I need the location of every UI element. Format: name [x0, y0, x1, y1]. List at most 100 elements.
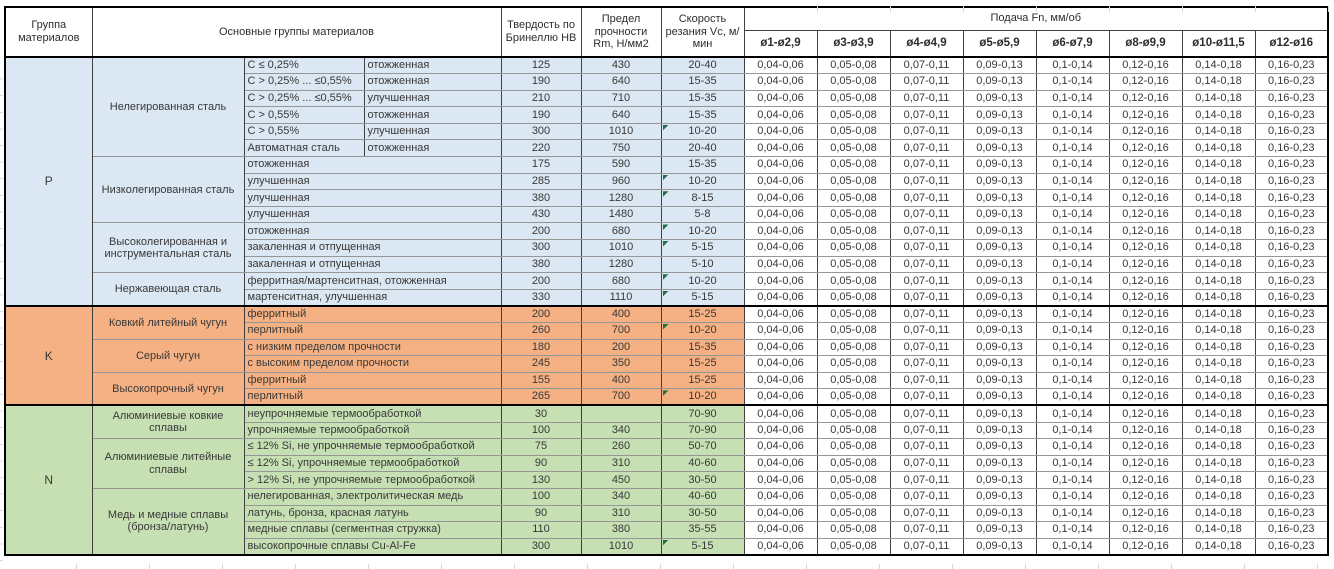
feed-cell: 0,1-0,14	[1035, 205, 1110, 224]
machining-feed-table: Группа материалов Основные группы матери…	[4, 6, 1330, 556]
feed-cell: 0,07-0,11	[889, 189, 964, 207]
feed-cell: 0,1-0,14	[1035, 388, 1110, 406]
hardness-cell: 75	[500, 438, 582, 456]
feed-cell: 0,12-0,16	[1108, 471, 1183, 489]
feed-cell: 0,16-0,23	[1254, 288, 1329, 307]
hardness-cell: 210	[500, 89, 582, 108]
feed-cell: 0,1-0,14	[1035, 438, 1110, 456]
cutting-speed-cell: 70-90	[660, 404, 745, 423]
feed-cell: 0,1-0,14	[1035, 272, 1110, 290]
feed-cell: 0,14-0,18	[1181, 288, 1256, 307]
material-row: Высокопрочный чугун ферритный 155 400 15-25 0…	[5, 371, 1329, 406]
feed-cell: 0,09-0,13	[962, 272, 1037, 290]
feed-cell: 0,05-0,08	[816, 139, 891, 158]
cutting-speed-cell: 20-40	[660, 139, 745, 158]
material-row: улучшенная 430 1480 5-8 0,04-0,06 0,05-0,08 0,…	[5, 205, 1329, 224]
feed-cell: 0,05-0,08	[816, 487, 891, 506]
feed-cell: 0,05-0,08	[816, 454, 891, 473]
feed-cell: 0,12-0,16	[1108, 106, 1183, 124]
strength-cell: 1480	[580, 205, 662, 224]
material-desc-cell: отожженная	[243, 156, 502, 174]
cutting-speed-cell: 70-90	[660, 421, 745, 440]
material-row: ≤ 12% Si, упрочняемые термообработкой 90 3…	[5, 454, 1329, 473]
feed-cell: 0,14-0,18	[1181, 537, 1256, 556]
cell-error-marker-icon	[662, 274, 669, 281]
feed-cell: 0,16-0,23	[1254, 304, 1329, 323]
strength-cell: 750	[580, 139, 662, 158]
feed-cell: 0,04-0,06	[743, 255, 818, 274]
feed-cell: 0,07-0,11	[889, 371, 964, 390]
feed-cell: 0,09-0,13	[962, 56, 1037, 75]
feed-cell: 0,09-0,13	[962, 322, 1037, 340]
feed-cell: 0,16-0,23	[1254, 388, 1329, 406]
feed-cell: 0,16-0,23	[1254, 537, 1329, 556]
feed-cell: 0,04-0,06	[743, 504, 818, 523]
sheet-gridlines-top	[745, 6, 1330, 12]
feed-cell: 0,05-0,08	[816, 537, 891, 556]
material-desc-cell: > 12% Si, не упрочняемые термообработкой	[243, 471, 502, 489]
family-name-cell: Алюминиевые литейные сплавы	[91, 438, 245, 489]
feed-cell: 0,1-0,14	[1035, 139, 1110, 158]
strength-cell: 590	[580, 156, 662, 174]
cutting-speed-cell: 5-10	[660, 255, 745, 274]
feed-cell: 0,04-0,06	[743, 487, 818, 506]
feed-cell: 0,14-0,18	[1181, 172, 1256, 191]
cell-error-marker-icon	[662, 324, 669, 330]
feed-cell: 0,07-0,11	[889, 421, 964, 440]
feed-cell: 0,1-0,14	[1035, 521, 1110, 539]
feed-cell: 0,05-0,08	[816, 421, 891, 440]
material-desc-cell: перлитный	[243, 322, 502, 340]
feed-cell: 0,04-0,06	[743, 421, 818, 440]
cell-error-marker-icon	[662, 290, 669, 297]
family-name-cell: Нержавеющая сталь	[91, 272, 245, 307]
cutting-speed-cell: 15-35	[660, 89, 745, 108]
feed-cell: 0,1-0,14	[1035, 239, 1110, 257]
feed-cell: 0,1-0,14	[1035, 404, 1110, 423]
feed-cell: 0,05-0,08	[816, 388, 891, 406]
family-name-cell: Нелегированная сталь	[91, 56, 245, 158]
cutting-speed-cell: 15-25	[660, 355, 745, 373]
table-header: Группа материалов Основные группы матери…	[4, 6, 1329, 58]
feed-cell: 0,09-0,13	[962, 471, 1037, 489]
cutting-speed-cell: 20-40	[660, 56, 745, 75]
cutting-speed-cell: 10-20	[660, 272, 745, 290]
material-desc-cell: улучшенная	[243, 172, 502, 191]
strength-cell: 400	[580, 371, 662, 390]
feed-cell: 0,12-0,16	[1108, 487, 1183, 506]
feed-cell: 0,07-0,11	[889, 56, 964, 75]
feed-cell: 0,05-0,08	[816, 106, 891, 124]
material-row: закаленная и отпущенная 300 1010 5-15 0,04-0…	[5, 239, 1329, 257]
cutting-speed-cell: 5-15	[660, 288, 745, 307]
feed-diameter-header: ø10-ø11,5	[1181, 29, 1256, 58]
cutting-speed-cell: 30-50	[660, 504, 745, 523]
feed-diameter-header: ø4-ø4,9	[889, 29, 964, 58]
material-desc-cell: ферритный	[243, 371, 502, 390]
feed-cell: 0,07-0,11	[889, 272, 964, 290]
feed-cell: 0,07-0,11	[889, 322, 964, 340]
cutting-speed-cell: 15-35	[660, 106, 745, 124]
feed-cell: 0,04-0,06	[743, 189, 818, 207]
material-desc-cell: ≤ 12% Si, не упрочняемые термообработкой	[243, 438, 502, 456]
group-code-cell: P	[4, 56, 93, 307]
strength-cell: 960	[580, 172, 662, 191]
feed-cell: 0,05-0,08	[816, 255, 891, 274]
hardness-cell: 190	[500, 73, 582, 91]
feed-cell: 0,12-0,16	[1108, 304, 1183, 323]
feed-cell: 0,05-0,08	[816, 521, 891, 539]
feed-cell: 0,09-0,13	[962, 122, 1037, 141]
feed-cell: 0,12-0,16	[1108, 537, 1183, 556]
material-desc-cell: с высоким пределом прочности	[243, 355, 502, 373]
material-desc-cell: нелегированная, электролитическая медь	[243, 487, 502, 506]
feed-cell: 0,07-0,11	[889, 388, 964, 406]
feed-cell: 0,04-0,06	[743, 388, 818, 406]
hardness-cell: 200	[500, 304, 582, 323]
feed-cell: 0,1-0,14	[1035, 487, 1110, 506]
feed-cell: 0,14-0,18	[1181, 56, 1256, 75]
feed-cell: 0,09-0,13	[962, 338, 1037, 357]
feed-cell: 0,09-0,13	[962, 454, 1037, 473]
hardness-cell: 300	[500, 122, 582, 141]
feed-cell: 0,04-0,06	[743, 304, 818, 323]
feed-cell: 0,12-0,16	[1108, 172, 1183, 191]
sheet-gridlines-bottom	[4, 564, 1327, 569]
feed-cell: 0,16-0,23	[1254, 338, 1329, 357]
